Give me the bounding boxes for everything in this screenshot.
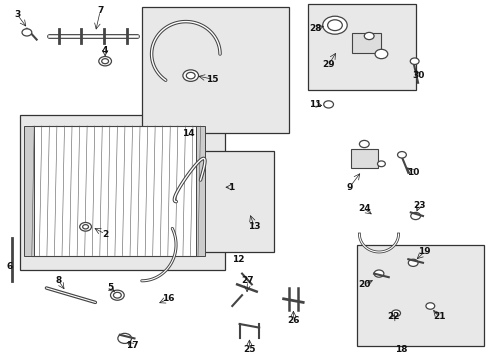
Text: 21: 21 (432, 312, 445, 321)
Circle shape (377, 161, 385, 167)
Text: 27: 27 (241, 276, 253, 285)
Circle shape (407, 259, 417, 266)
Bar (195, 126, 205, 256)
Text: 2: 2 (102, 230, 108, 239)
Circle shape (364, 32, 373, 40)
Text: 16: 16 (162, 294, 175, 303)
Circle shape (397, 152, 406, 158)
Circle shape (409, 58, 418, 64)
Text: 29: 29 (322, 60, 334, 69)
Text: 9: 9 (346, 183, 352, 192)
Circle shape (113, 292, 121, 298)
Text: 7: 7 (97, 6, 103, 15)
Text: 14: 14 (182, 129, 194, 138)
Bar (356, 245, 483, 346)
Text: 3: 3 (14, 10, 20, 19)
Circle shape (374, 49, 387, 59)
Text: 24: 24 (357, 204, 370, 213)
Circle shape (118, 333, 131, 343)
Text: 28: 28 (308, 24, 321, 33)
Bar (24, 126, 34, 256)
Bar (151, 151, 273, 252)
Circle shape (186, 72, 195, 79)
Circle shape (110, 290, 124, 300)
Text: 15: 15 (206, 75, 219, 84)
Text: 6: 6 (7, 262, 13, 271)
Circle shape (22, 29, 32, 36)
Circle shape (322, 16, 346, 34)
Circle shape (327, 20, 342, 31)
Bar (32, 126, 198, 256)
Circle shape (102, 59, 108, 64)
Bar (20, 115, 224, 270)
Circle shape (80, 222, 91, 231)
Circle shape (183, 70, 198, 81)
Bar (350, 148, 377, 168)
Text: 22: 22 (386, 312, 399, 321)
Bar (351, 33, 381, 53)
Text: 25: 25 (243, 345, 255, 354)
Text: 17: 17 (125, 341, 138, 350)
Bar (142, 7, 288, 133)
Text: 5: 5 (107, 284, 113, 293)
Text: 18: 18 (394, 345, 407, 354)
Text: 12: 12 (232, 255, 244, 264)
Circle shape (359, 140, 368, 148)
Circle shape (82, 225, 88, 229)
Text: 23: 23 (412, 201, 425, 210)
Text: 11: 11 (308, 100, 321, 109)
Text: 26: 26 (286, 316, 299, 325)
Circle shape (425, 303, 434, 309)
Circle shape (391, 310, 400, 316)
Circle shape (410, 212, 420, 220)
Text: 10: 10 (406, 168, 419, 177)
Circle shape (373, 270, 383, 277)
Text: 19: 19 (417, 248, 430, 256)
Text: 8: 8 (56, 276, 61, 285)
Text: 20: 20 (357, 280, 370, 289)
Text: 30: 30 (411, 71, 424, 80)
Text: 4: 4 (102, 46, 108, 55)
Circle shape (323, 101, 333, 108)
Circle shape (99, 57, 111, 66)
Bar (307, 4, 415, 90)
Text: 13: 13 (247, 222, 260, 231)
Text: 1: 1 (228, 183, 234, 192)
